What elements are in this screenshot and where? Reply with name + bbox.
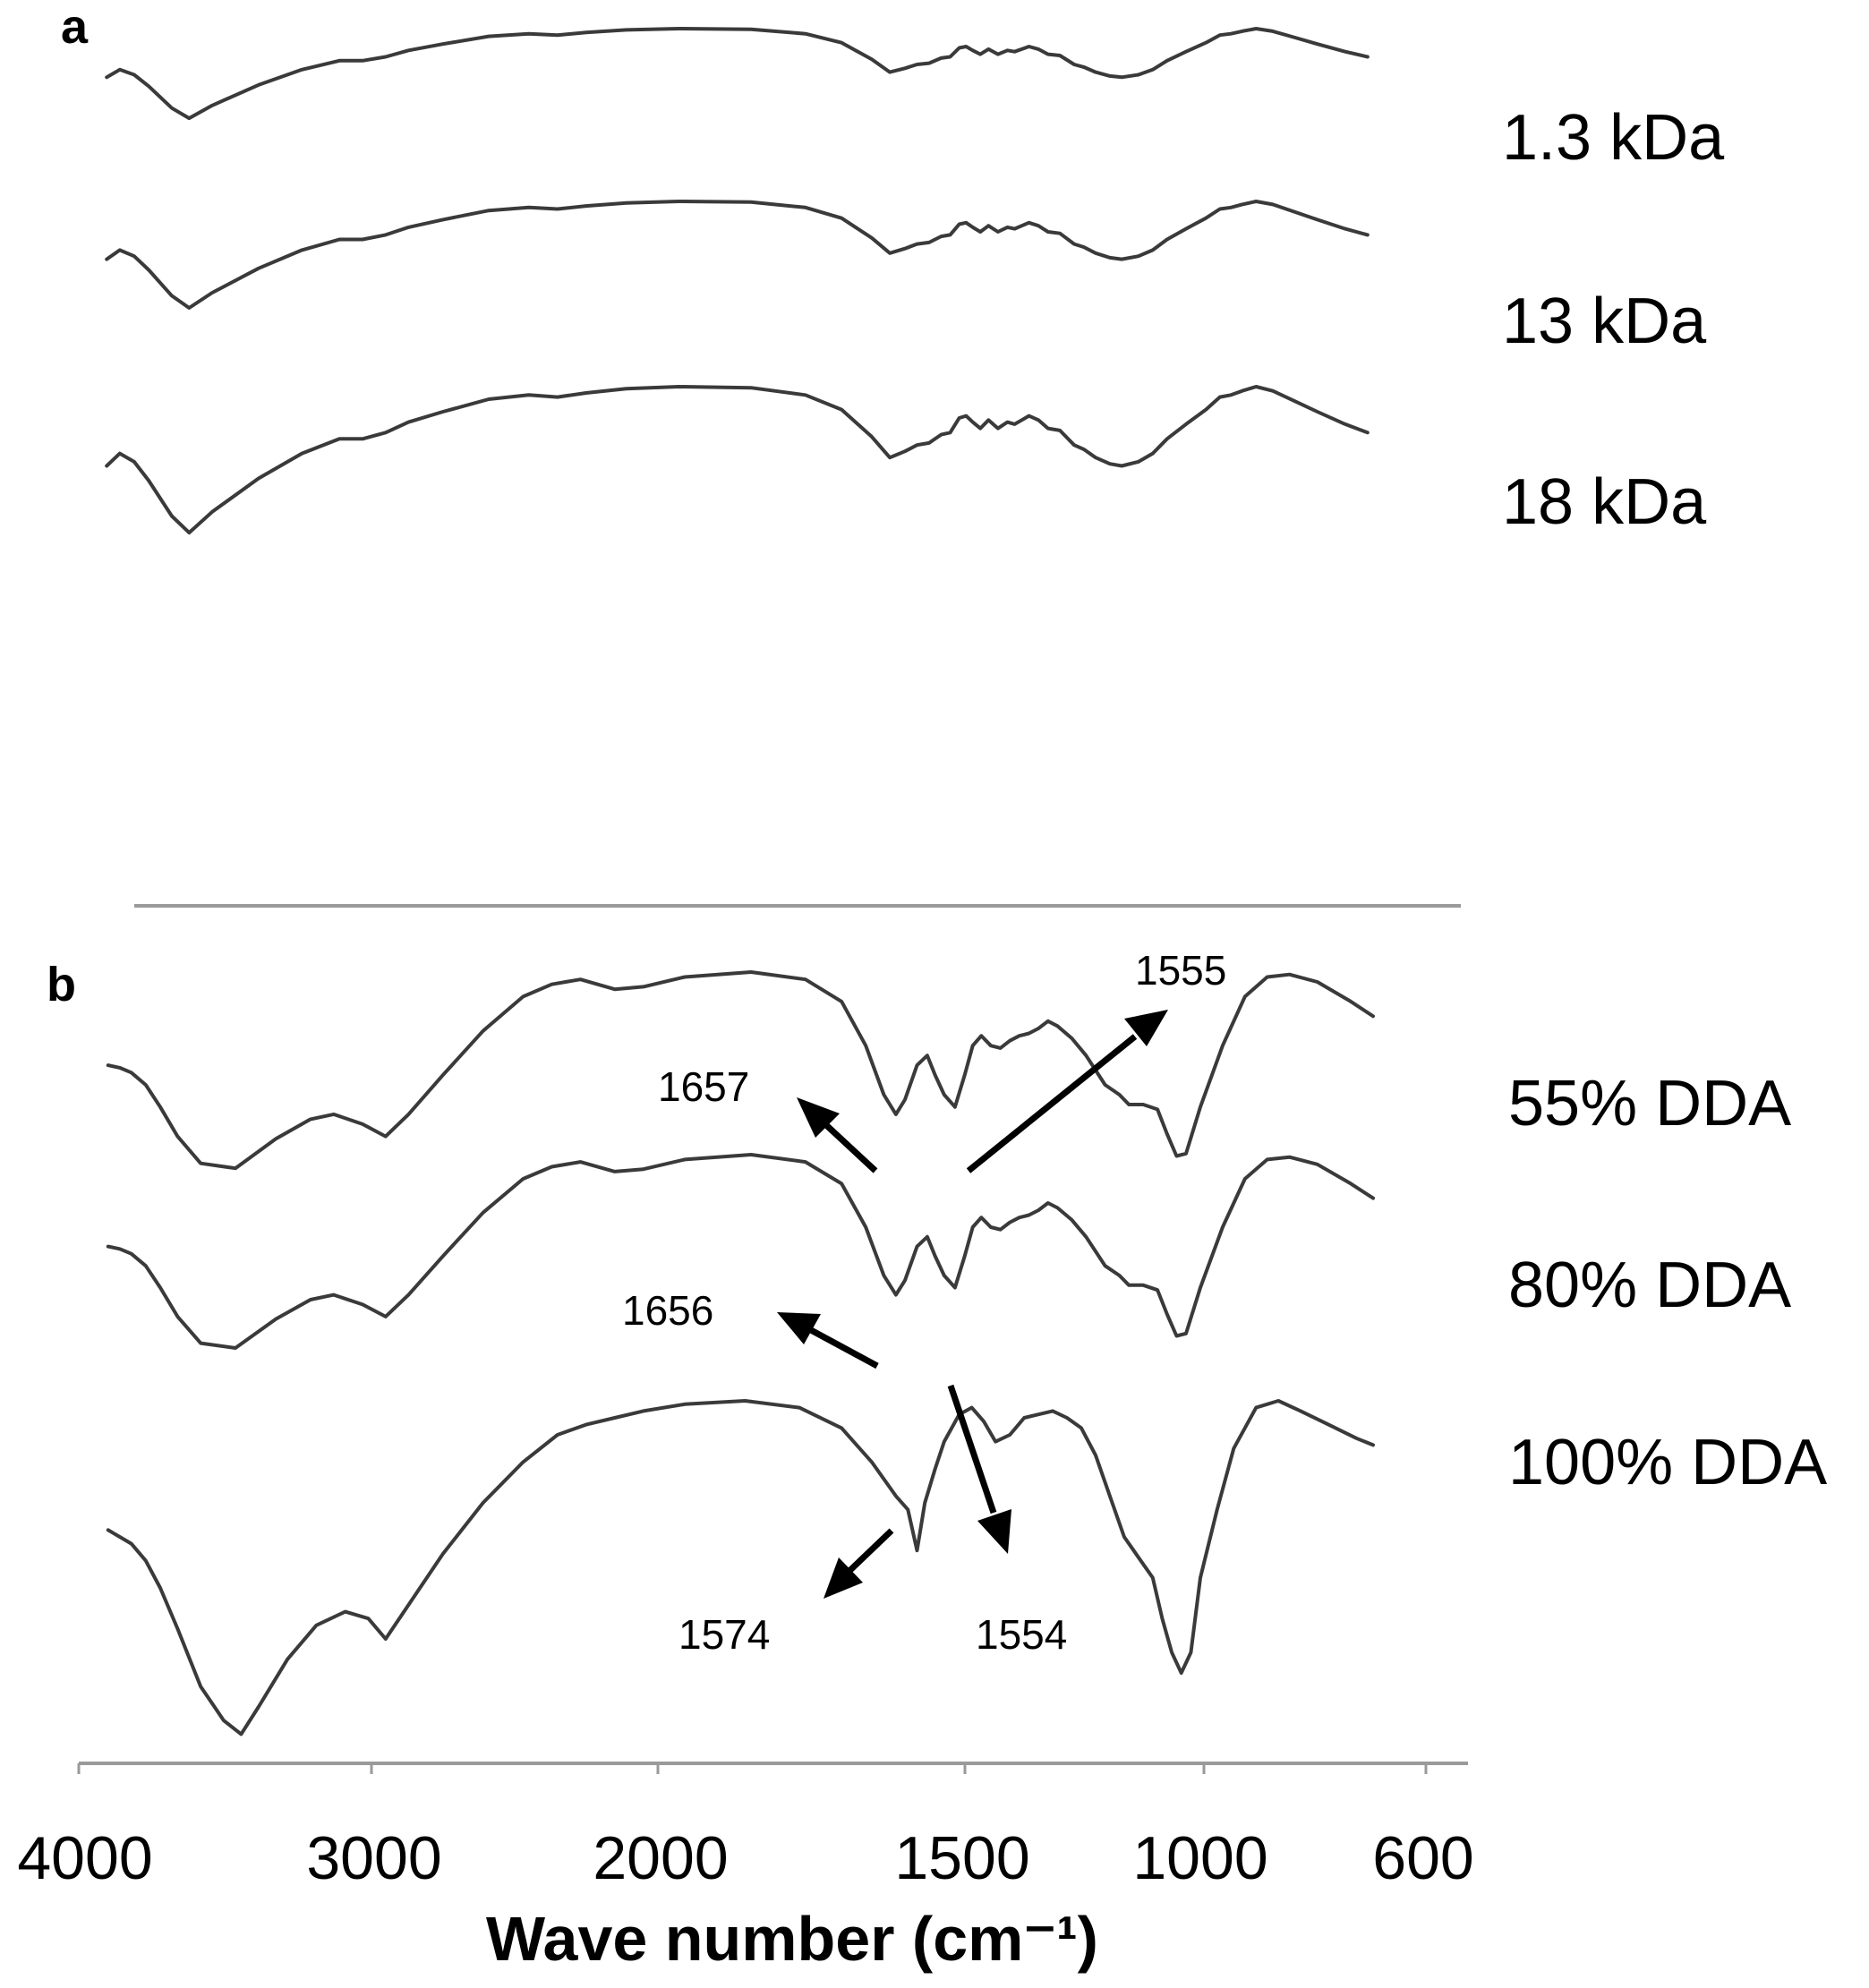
panel-a-series-18-kda: [105, 385, 1370, 535]
arrow-1555: [966, 1010, 1168, 1173]
panel-b-letter: b: [47, 958, 76, 1011]
peak-label-1554: 1554: [976, 1611, 1067, 1658]
x-tick-label-1500: 1500: [894, 1824, 1029, 1892]
arrow-1656: [777, 1312, 879, 1369]
panel-a-legend-1-3-kda: 1.3 kDa: [1502, 102, 1725, 174]
peak-label-1574: 1574: [678, 1611, 770, 1658]
x-tick-label-600: 600: [1372, 1824, 1473, 1892]
arrow-1554: [947, 1384, 1011, 1554]
panel-a-series-13-kda: [105, 200, 1370, 310]
panel-b-series-100-dda: [106, 1399, 1375, 1736]
panel-a-legend-13-kda: 13 kDa: [1502, 286, 1707, 357]
panel-b-legend-55-dda: 55% DDA: [1508, 1068, 1791, 1139]
peak-label-1555: 1555: [1135, 947, 1226, 994]
panel-b: 55% DDA 80% DDA 100% DDA 1555 1657 1656 …: [79, 947, 1827, 1765]
x-tick-label-3000: 3000: [306, 1824, 441, 1892]
panel-b-series-55-dda: [106, 970, 1375, 1171]
arrow-1574: [824, 1528, 894, 1599]
panel-b-legend-80-dda: 80% DDA: [1508, 1250, 1791, 1321]
panel-b-legend-100-dda: 100% DDA: [1508, 1427, 1827, 1498]
x-axis-title: Wave number (cm⁻¹): [486, 1904, 1098, 1974]
peak-label-1656: 1656: [622, 1287, 713, 1334]
panel-a-series-1-3-kda: [105, 27, 1370, 121]
panel-a-legend-18-kda: 18 kDa: [1502, 466, 1707, 538]
x-tick-label-1000: 1000: [1132, 1824, 1267, 1892]
panel-a-letter: a: [61, 0, 89, 54]
x-tick-label-2000: 2000: [593, 1824, 728, 1892]
peak-label-1657: 1657: [658, 1063, 749, 1110]
arrow-1657: [797, 1097, 878, 1173]
panel-a: 1.3 kDa 13 kDa 18 kDa: [105, 27, 1725, 908]
x-tick-label-4000: 4000: [17, 1824, 152, 1892]
x-axis-ticks: 4000 3000 2000 1500 1000 600: [17, 1763, 1474, 1892]
panel-b-series-80-dda: [106, 1153, 1375, 1350]
